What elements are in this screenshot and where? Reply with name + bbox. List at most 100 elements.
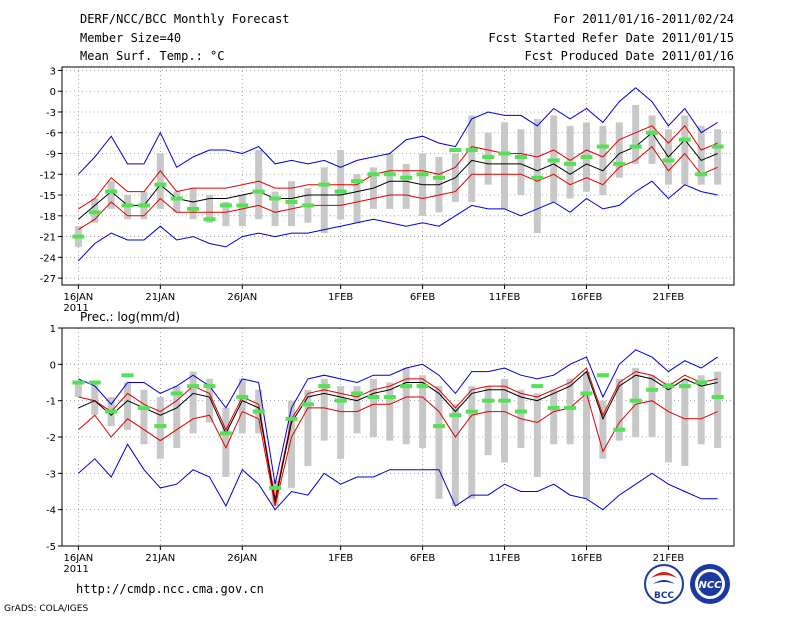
temp-spread-box xyxy=(255,150,263,220)
prec-observed-marker xyxy=(564,405,577,410)
prec-spread-box xyxy=(287,400,295,488)
prec-spread-box xyxy=(222,407,230,477)
prec-spread-box xyxy=(189,371,197,434)
temp-observed-marker xyxy=(252,189,265,194)
temp-xtick-label: 21JAN xyxy=(145,292,175,303)
prec-spread-box xyxy=(664,382,672,463)
prec-spread-box xyxy=(173,386,181,448)
prec-observed-marker xyxy=(465,409,478,414)
temp-observed-marker xyxy=(351,179,364,184)
prec-spread-box xyxy=(451,404,459,507)
prec-spread-box xyxy=(550,389,558,445)
prec-spread-box xyxy=(238,378,246,434)
prec-spread-box xyxy=(271,480,279,507)
temp-xtick-label: 21FEB xyxy=(653,292,685,303)
temp-observed-marker xyxy=(662,158,675,163)
temp-observed-marker xyxy=(695,172,708,177)
prec-observed-marker xyxy=(498,398,511,403)
prec-spread-box xyxy=(402,367,410,445)
prec-line-mean xyxy=(78,370,718,503)
prec-spread-box xyxy=(91,382,99,416)
temp-spread-box xyxy=(189,188,197,220)
prec-xtick-label: 26JAN xyxy=(227,553,257,564)
temp-observed-marker xyxy=(301,203,314,208)
prec-spread-box xyxy=(337,386,345,459)
temp-spread-box xyxy=(402,163,410,209)
prec-spread-box xyxy=(353,386,361,434)
temp-observed-marker xyxy=(416,172,429,177)
temp-line-max xyxy=(78,87,718,175)
prec-observed-marker xyxy=(432,424,445,429)
temp-xtick-label: 1FEB xyxy=(328,292,353,303)
temp-observed-marker xyxy=(465,148,478,153)
prec-observed-marker xyxy=(170,391,183,396)
prec-observed-marker xyxy=(269,485,282,490)
temp-ytick-label: -27 xyxy=(40,274,56,285)
prec-observed-marker xyxy=(137,405,150,410)
temp-spread-box xyxy=(615,122,623,178)
prec-xtick-label: 16FEB xyxy=(571,553,603,564)
prec-observed-marker xyxy=(449,413,462,418)
header-start-date: Fcst Started Refer Date 2011/01/15 xyxy=(488,31,734,45)
temp-spread-box xyxy=(271,191,279,227)
temp-observed-marker xyxy=(482,154,495,159)
temp-xtick-label: 11FEB xyxy=(489,292,521,303)
footer-url: http://cmdp.ncc.cma.gov.cn xyxy=(76,582,264,596)
prec-spread-box xyxy=(697,375,705,445)
header-forecast-period: For 2011/01/16-2011/02/24 xyxy=(553,12,734,26)
prec-observed-marker xyxy=(351,391,364,396)
temp-spread-box xyxy=(648,115,656,164)
temp-spread-box xyxy=(353,174,361,223)
temp-observed-marker xyxy=(678,137,691,142)
prec-spread-box xyxy=(124,382,132,430)
temp-observed-marker xyxy=(105,189,118,194)
prec-observed-marker xyxy=(416,384,429,389)
prec-observed-marker xyxy=(285,416,298,421)
prec-observed-marker xyxy=(596,373,609,378)
temp-spread-box xyxy=(320,167,328,234)
prec-variable-label: Prec.: log(mm/d) xyxy=(80,310,180,324)
prec-observed-marker xyxy=(629,398,642,403)
temp-ytick-label: -15 xyxy=(40,191,56,202)
prec-observed-marker xyxy=(72,380,85,385)
prec-observed-marker xyxy=(367,395,380,400)
prec-xtick-label: 1FEB xyxy=(328,553,353,564)
temp-observed-marker xyxy=(170,196,183,201)
temp-plot-frame xyxy=(61,66,735,286)
prec-observed-marker xyxy=(531,384,544,389)
prec-line-p25 xyxy=(78,392,718,507)
temp-observed-marker xyxy=(613,161,626,166)
temp-observed-marker xyxy=(596,144,609,149)
temp-observed-marker xyxy=(514,154,527,159)
temp-observed-marker xyxy=(121,203,134,208)
prec-xtick-label: 16JAN xyxy=(63,553,93,564)
temp-observed-marker xyxy=(154,182,167,187)
prec-spread-box xyxy=(304,389,312,467)
prec-spread-box xyxy=(501,378,509,463)
prec-spread-box xyxy=(533,393,541,477)
temp-observed-marker xyxy=(629,144,642,149)
temp-xtick-label: 26JAN xyxy=(227,292,257,303)
prec-observed-marker xyxy=(203,384,216,389)
temp-observed-marker xyxy=(449,148,462,153)
prec-ytick-label: -3 xyxy=(46,469,56,480)
prec-observed-marker xyxy=(334,398,347,403)
prec-observed-marker xyxy=(514,409,527,414)
prec-observed-marker xyxy=(88,380,101,385)
temp-spread-box xyxy=(107,181,115,209)
prec-observed-marker xyxy=(662,384,675,389)
header-produced-date: Fcst Produced Date 2011/01/16 xyxy=(524,49,734,63)
temp-observed-marker xyxy=(646,130,659,135)
temp-spread-box xyxy=(599,125,607,196)
prec-xtick-label: 21FEB xyxy=(653,553,685,564)
prec-observed-marker xyxy=(646,387,659,392)
temp-ytick-label: -9 xyxy=(46,150,56,161)
temp-observed-marker xyxy=(334,189,347,194)
prec-xtick-year: 2011 xyxy=(63,564,88,575)
prec-spread-box xyxy=(599,400,607,459)
header-variable: Mean Surf. Temp.: °C xyxy=(80,49,225,63)
prec-observed-marker xyxy=(678,384,691,389)
